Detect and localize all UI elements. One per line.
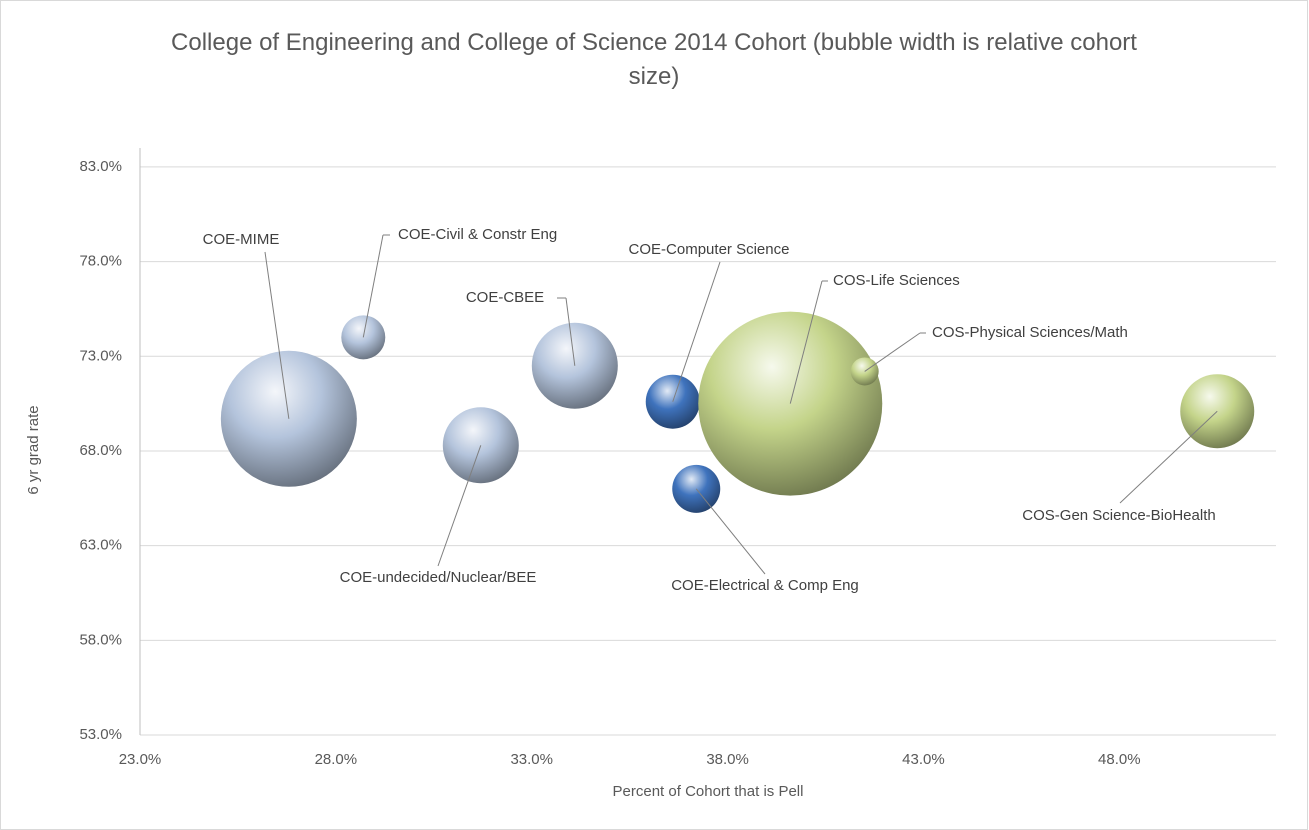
x-tick-label: 33.0% [510,751,553,768]
chart-title: College of Engineering and College of Sc… [171,29,1137,90]
x-tick-label: 38.0% [706,751,749,768]
data-label: COS-Life Sciences [833,272,960,289]
y-tick-label: 78.0% [79,253,122,270]
x-axis-title: Percent of Cohort that is Pell [613,783,804,800]
y-axis-title: 6 yr grad rate [25,405,42,494]
x-tick-label: 43.0% [902,751,945,768]
x-tick-label: 23.0% [119,751,162,768]
leader-line [864,332,921,372]
data-label: COS-Gen Science-BioHealth [1022,507,1215,524]
leader-line [695,488,766,575]
y-tick-label: 73.0% [79,347,122,364]
y-tick-label: 83.0% [79,158,122,175]
leader-line [565,297,576,366]
leader-line [362,234,384,338]
leader-line [789,280,823,404]
data-label: COE-undecided/Nuclear/BEE [340,569,537,586]
data-label: COE-Civil & Constr Eng [398,226,557,243]
x-tick-label: 48.0% [1098,751,1141,768]
y-tick-label: 63.0% [79,537,122,554]
leader-line [437,445,482,567]
leader-line [1119,410,1218,504]
leader-line [264,251,290,419]
data-label: COE-CBEE [466,289,544,306]
data-label: COE-Computer Science [629,241,790,258]
x-tick-label: 28.0% [315,751,358,768]
data-label: COE-MIME [203,231,280,248]
y-tick-label: 68.0% [79,442,122,459]
leader-line [672,261,721,402]
data-label: COE-Electrical & Comp Eng [671,577,859,594]
y-tick-label: 58.0% [79,631,122,648]
y-tick-label: 53.0% [79,726,122,743]
data-label: COS-Physical Sciences/Math [932,324,1128,341]
